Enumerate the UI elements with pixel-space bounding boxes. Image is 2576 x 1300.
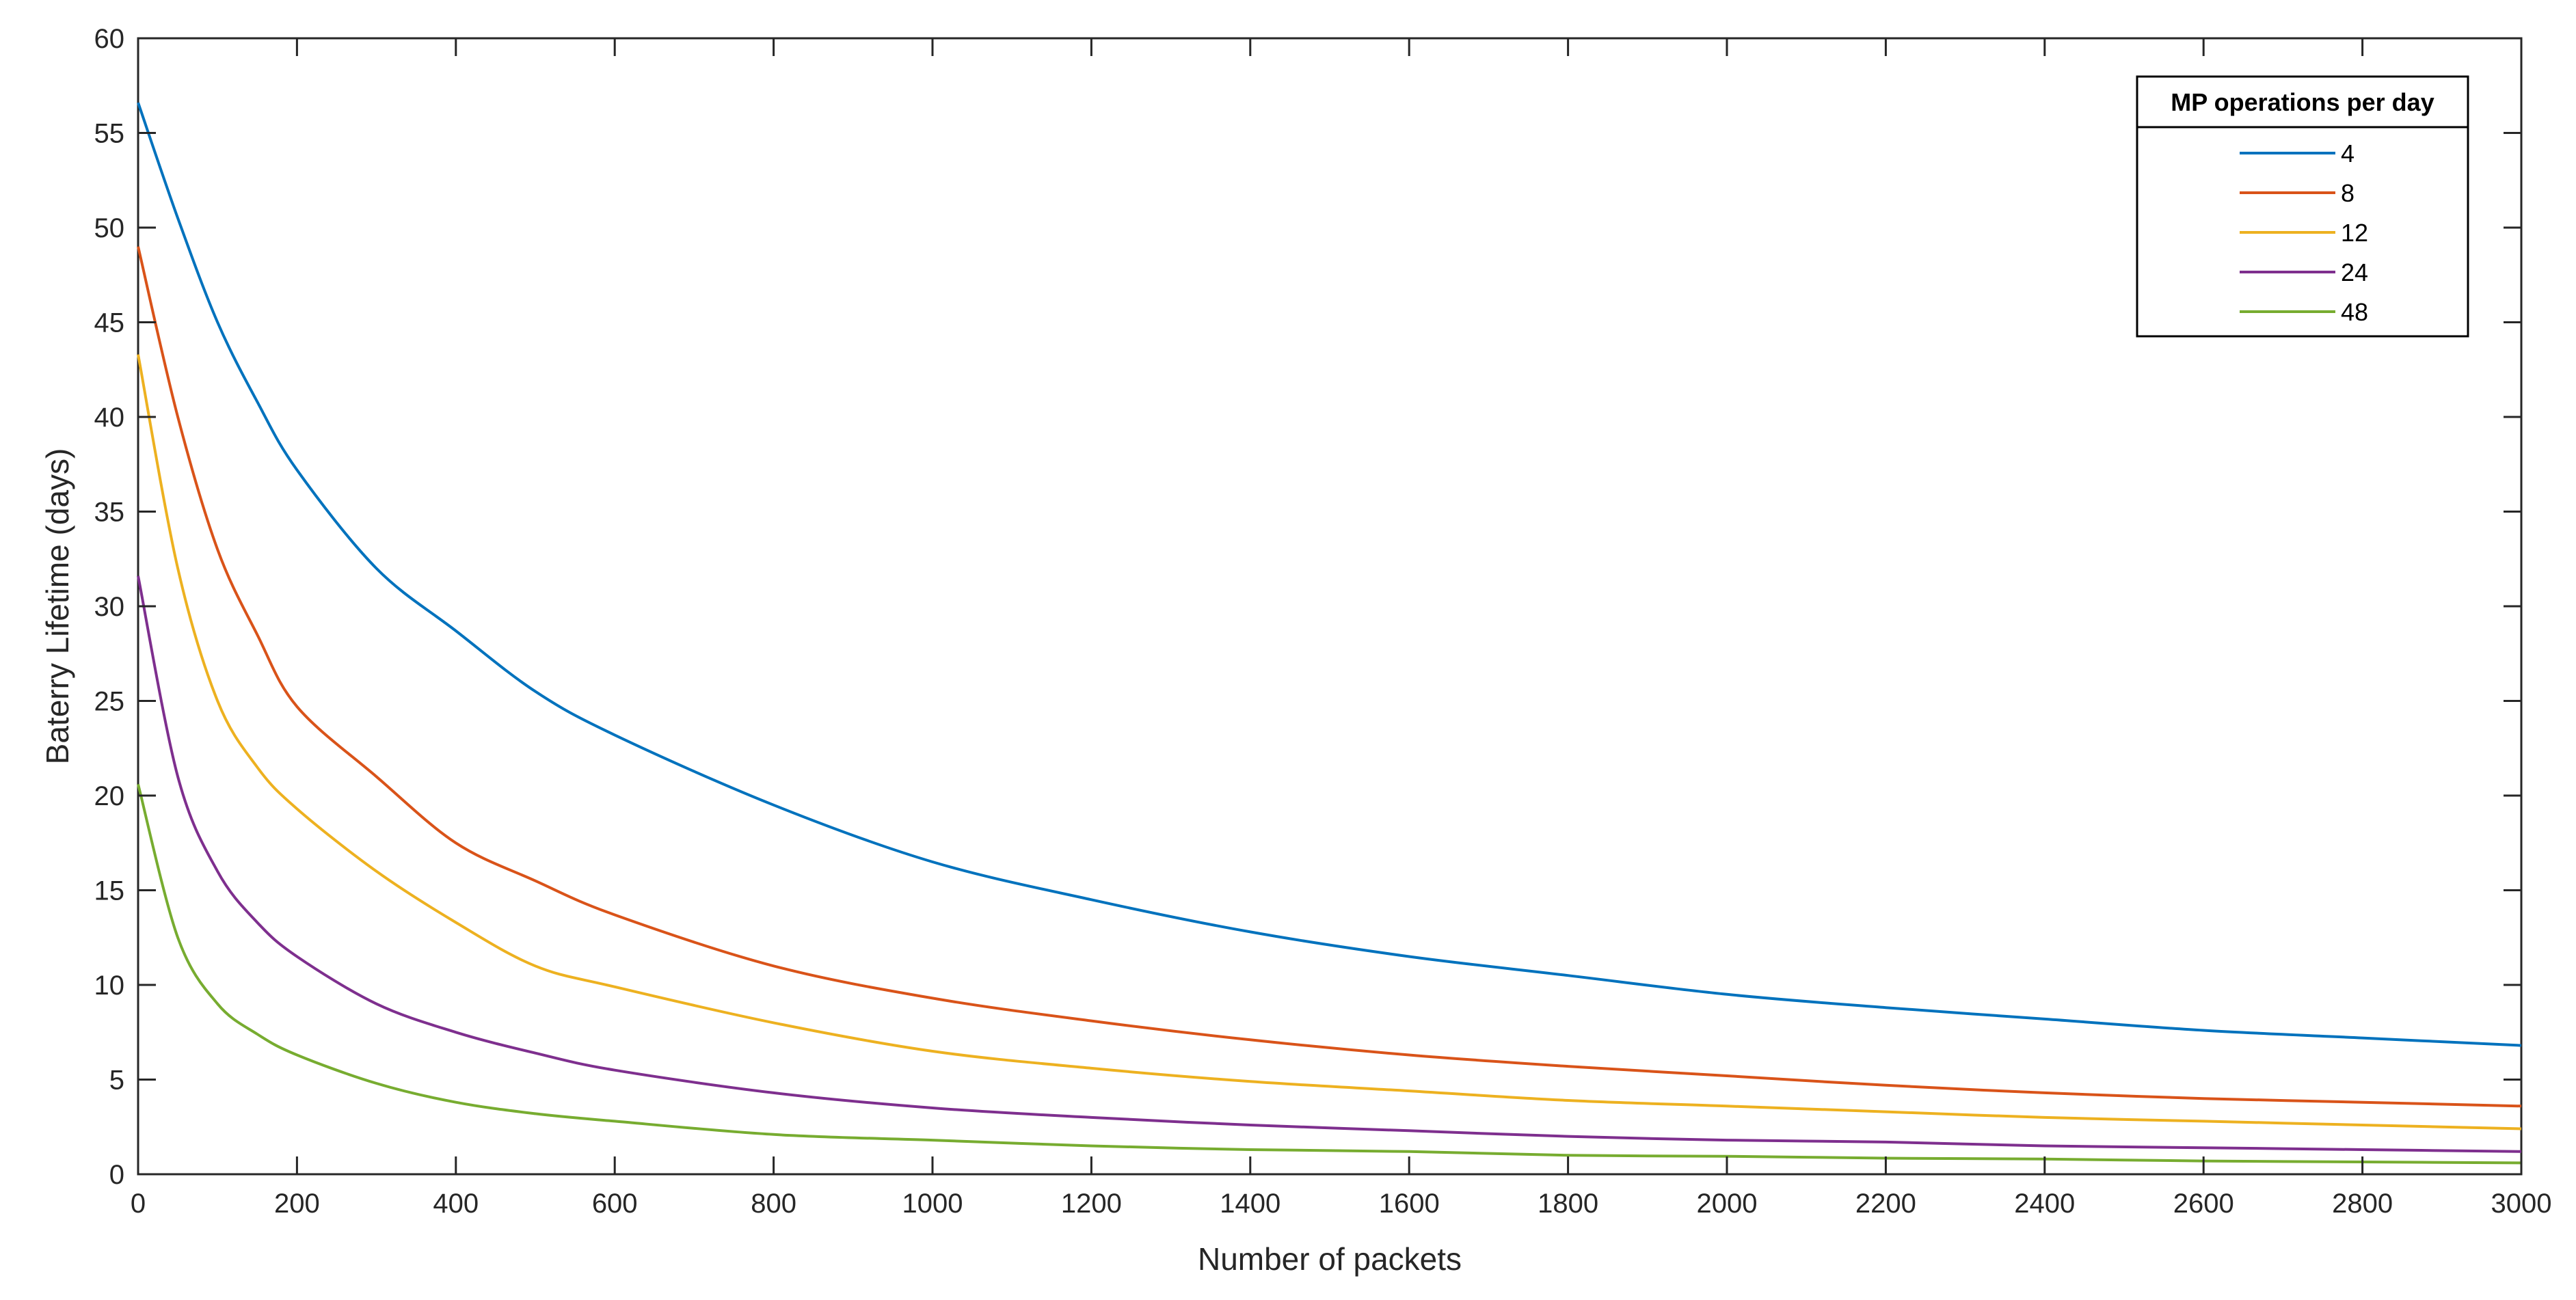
x-tick-label: 1400: [1220, 1189, 1280, 1219]
x-tick-label: 600: [592, 1189, 638, 1219]
legend-label-4: 4: [2341, 139, 2354, 167]
x-tick-label: 1000: [902, 1189, 963, 1219]
y-tick-label: 40: [94, 403, 125, 433]
legend-box: [2136, 75, 2469, 338]
x-tick-label: 1200: [1061, 1189, 1122, 1219]
ticks-group: 0 200 400 600 800 1000 1200 1400 1600 1800 2000 220…: [94, 24, 2552, 1219]
y-tick-label: 0: [109, 1160, 124, 1190]
x-tick-label: 0: [131, 1189, 146, 1219]
y-tick-label: 30: [94, 592, 125, 622]
legend-label-48: 48: [2341, 298, 2368, 326]
legend-label-24: 24: [2341, 258, 2368, 286]
x-tick-label: 800: [751, 1189, 796, 1219]
x-tick-label: 1600: [1379, 1189, 1440, 1219]
x-tick-label: 2200: [1855, 1189, 1916, 1219]
x-tick-label: 1800: [1538, 1189, 1598, 1219]
x-axis-label: Number of packets: [1198, 1241, 1462, 1277]
x-tick-label: 400: [433, 1189, 479, 1219]
legend-title: MP operations per day: [2171, 88, 2434, 116]
y-tick-label: 20: [94, 781, 125, 811]
x-tick-label: 200: [274, 1189, 320, 1219]
plot-area: [137, 37, 2523, 1176]
y-tick-label: 5: [109, 1066, 124, 1096]
legend-label-12: 12: [2341, 219, 2368, 247]
y-tick-label: 10: [94, 971, 125, 1001]
x-tick-label: 3000: [2491, 1189, 2552, 1219]
x-tick-label: 2600: [2173, 1189, 2234, 1219]
x-tick-label: 2000: [1697, 1189, 1758, 1219]
x-tick-label: 2400: [2014, 1189, 2075, 1219]
series-line-8: [137, 246, 2522, 1108]
x-tick-label: 2800: [2332, 1189, 2393, 1219]
y-tick-label: 45: [94, 308, 125, 338]
y-tick-label: 25: [94, 687, 125, 717]
y-tick-label: 35: [94, 498, 125, 528]
y-tick-label: 50: [94, 213, 125, 243]
series-line-4: [137, 102, 2522, 1047]
legend-label-8: 8: [2341, 179, 2354, 207]
y-tick-label: 15: [94, 876, 125, 906]
y-tick-label: 55: [94, 119, 125, 149]
y-tick-label: 60: [94, 24, 125, 54]
series-line-24: [137, 575, 2522, 1153]
series-line-12: [137, 354, 2522, 1130]
y-axis-label: Baterry Lifetime (days): [40, 448, 75, 765]
